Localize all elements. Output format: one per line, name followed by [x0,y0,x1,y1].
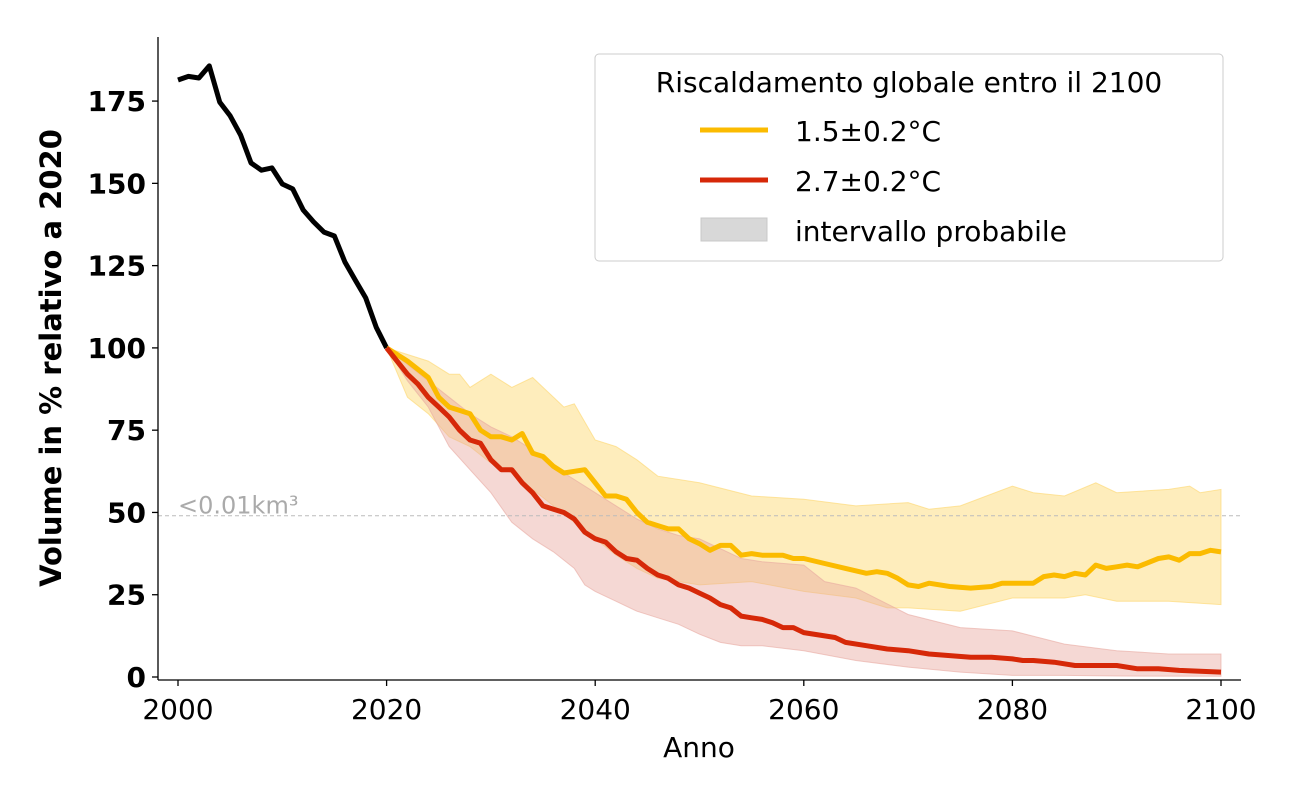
legend-label-1p5: 1.5±0.2°C [795,115,941,148]
x-tick-label: 2080 [977,693,1048,726]
y-ticks: 0 25 50 75 100 125 150 175 [88,85,158,694]
historical-line [177,63,389,350]
legend-label-2p7: 2.7±0.2°C [795,165,941,198]
legend-frame [594,53,1224,262]
x-tick-label: 2040 [560,693,631,726]
x-tick-label: 2000 [142,693,213,726]
y-axis-label: Volume in % relativo a 2020 [34,129,68,587]
legend: Riscaldamento globale entro il 2100 1.5±… [594,53,1224,262]
legend-label-range: intervallo probabile [795,215,1067,248]
y-tick-label: 0 [127,661,146,694]
band-1 [386,347,1222,677]
x-tick-label: 2060 [768,693,839,726]
y-tick-label: 175 [88,85,146,118]
y-tick-label: 75 [107,414,146,447]
x-tick-label: 2020 [351,693,422,726]
y-tick-label: 150 [88,167,146,200]
uncertainty-bands [385,347,1222,677]
y-tick-label: 100 [88,332,146,365]
y-tick-label: 125 [88,250,146,283]
series-lines [177,63,1222,675]
y-tick-label: 50 [107,496,146,529]
reference-line-label: <0.01km³ [178,492,298,520]
series-line-0 [385,345,1222,591]
x-axis-label: Anno [663,731,735,764]
x-tick-label: 2100 [1185,693,1256,726]
series-line-1 [384,346,1222,675]
legend-title: Riscaldamento globale entro il 2100 [656,66,1162,99]
y-tick-label: 25 [107,579,146,612]
x-ticks: 2000 2020 2040 2060 2080 2100 [142,680,1257,726]
legend-swatch-range [700,217,768,242]
